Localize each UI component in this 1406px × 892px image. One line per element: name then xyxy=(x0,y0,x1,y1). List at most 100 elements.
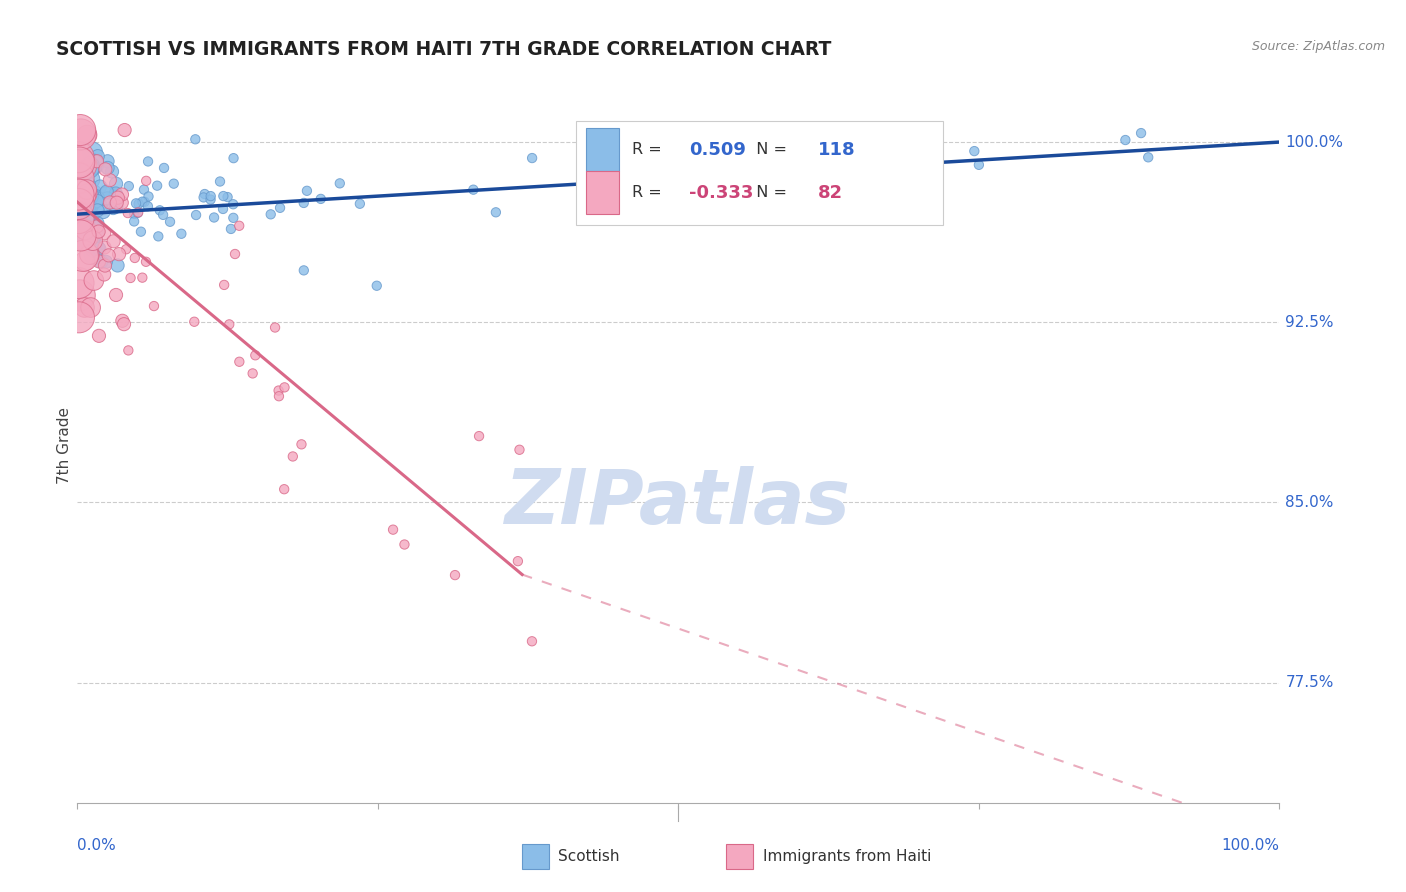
Point xyxy=(82,234,104,248)
Point xyxy=(107,259,129,273)
Point xyxy=(72,210,94,224)
Point xyxy=(67,276,90,290)
Point xyxy=(129,225,152,239)
Point xyxy=(657,172,679,186)
Point xyxy=(127,205,149,219)
Point xyxy=(93,240,115,254)
Point xyxy=(72,227,94,242)
Point xyxy=(70,208,93,222)
Point xyxy=(117,343,139,358)
Point xyxy=(382,523,405,537)
Point xyxy=(1114,133,1136,147)
Point xyxy=(292,196,315,211)
Point xyxy=(98,173,121,187)
Point xyxy=(866,141,889,155)
Text: 82: 82 xyxy=(818,184,844,202)
Point xyxy=(76,223,98,237)
Point xyxy=(111,187,134,202)
Bar xyxy=(586,128,620,171)
Point xyxy=(122,207,145,221)
Text: R =: R = xyxy=(631,186,666,200)
Point xyxy=(865,157,887,171)
Point xyxy=(120,271,142,285)
Text: 77.5%: 77.5% xyxy=(1285,675,1334,690)
Point xyxy=(295,184,318,198)
Point xyxy=(652,189,675,203)
Point xyxy=(135,254,157,268)
Point xyxy=(104,188,127,202)
Point xyxy=(77,218,100,232)
Point xyxy=(67,154,90,169)
Point xyxy=(329,177,352,191)
Point xyxy=(290,437,312,451)
Point xyxy=(138,189,160,203)
Point xyxy=(83,192,105,206)
Point xyxy=(86,194,108,208)
Point xyxy=(218,318,240,332)
Point xyxy=(222,151,245,165)
Point xyxy=(86,219,108,234)
Point xyxy=(163,177,186,191)
Point xyxy=(82,223,104,237)
Point xyxy=(128,196,150,211)
Point xyxy=(349,196,371,211)
Point xyxy=(87,254,110,268)
Point xyxy=(219,222,242,236)
Point xyxy=(69,188,91,202)
Point xyxy=(967,158,990,172)
Point xyxy=(111,195,134,210)
Point xyxy=(245,348,267,362)
Text: N =: N = xyxy=(745,143,792,157)
Point xyxy=(69,128,91,142)
Point xyxy=(105,177,128,191)
Point xyxy=(1130,126,1153,140)
Text: R =: R = xyxy=(631,143,666,157)
Point xyxy=(73,254,96,268)
Point xyxy=(468,429,491,443)
Point xyxy=(444,568,467,582)
Point xyxy=(1137,150,1160,164)
Point xyxy=(105,200,128,214)
Point xyxy=(97,154,120,169)
Text: Scottish: Scottish xyxy=(558,849,620,863)
Point xyxy=(273,380,295,394)
Point xyxy=(94,255,117,269)
Point xyxy=(260,207,283,221)
Bar xyxy=(586,171,620,214)
Point xyxy=(77,211,100,226)
Point xyxy=(72,218,94,232)
Point xyxy=(67,187,90,202)
Text: 0.509: 0.509 xyxy=(689,141,747,159)
Point xyxy=(67,213,90,227)
Bar xyxy=(727,844,754,869)
FancyBboxPatch shape xyxy=(576,121,943,225)
Text: ZIPatlas: ZIPatlas xyxy=(505,467,852,540)
Text: 85.0%: 85.0% xyxy=(1285,495,1334,510)
Point xyxy=(520,634,543,648)
Point xyxy=(136,154,159,169)
Point xyxy=(200,189,222,203)
Point xyxy=(87,149,110,163)
Point xyxy=(202,211,225,225)
Point xyxy=(79,301,101,315)
Point xyxy=(93,268,115,282)
Point xyxy=(96,185,118,199)
Point xyxy=(87,329,110,343)
Point xyxy=(463,183,485,197)
Point xyxy=(242,367,264,381)
Text: 118: 118 xyxy=(818,141,855,159)
Point xyxy=(94,259,117,273)
Point xyxy=(86,203,108,218)
Point xyxy=(107,191,129,205)
Point xyxy=(267,384,290,398)
Point xyxy=(212,189,235,203)
Point xyxy=(273,482,295,496)
Point xyxy=(101,164,124,178)
Point xyxy=(124,251,146,265)
Point xyxy=(212,202,235,216)
Point xyxy=(103,235,125,249)
Point xyxy=(67,211,90,225)
Point xyxy=(108,247,131,261)
Point xyxy=(686,123,709,137)
Point xyxy=(125,196,148,211)
